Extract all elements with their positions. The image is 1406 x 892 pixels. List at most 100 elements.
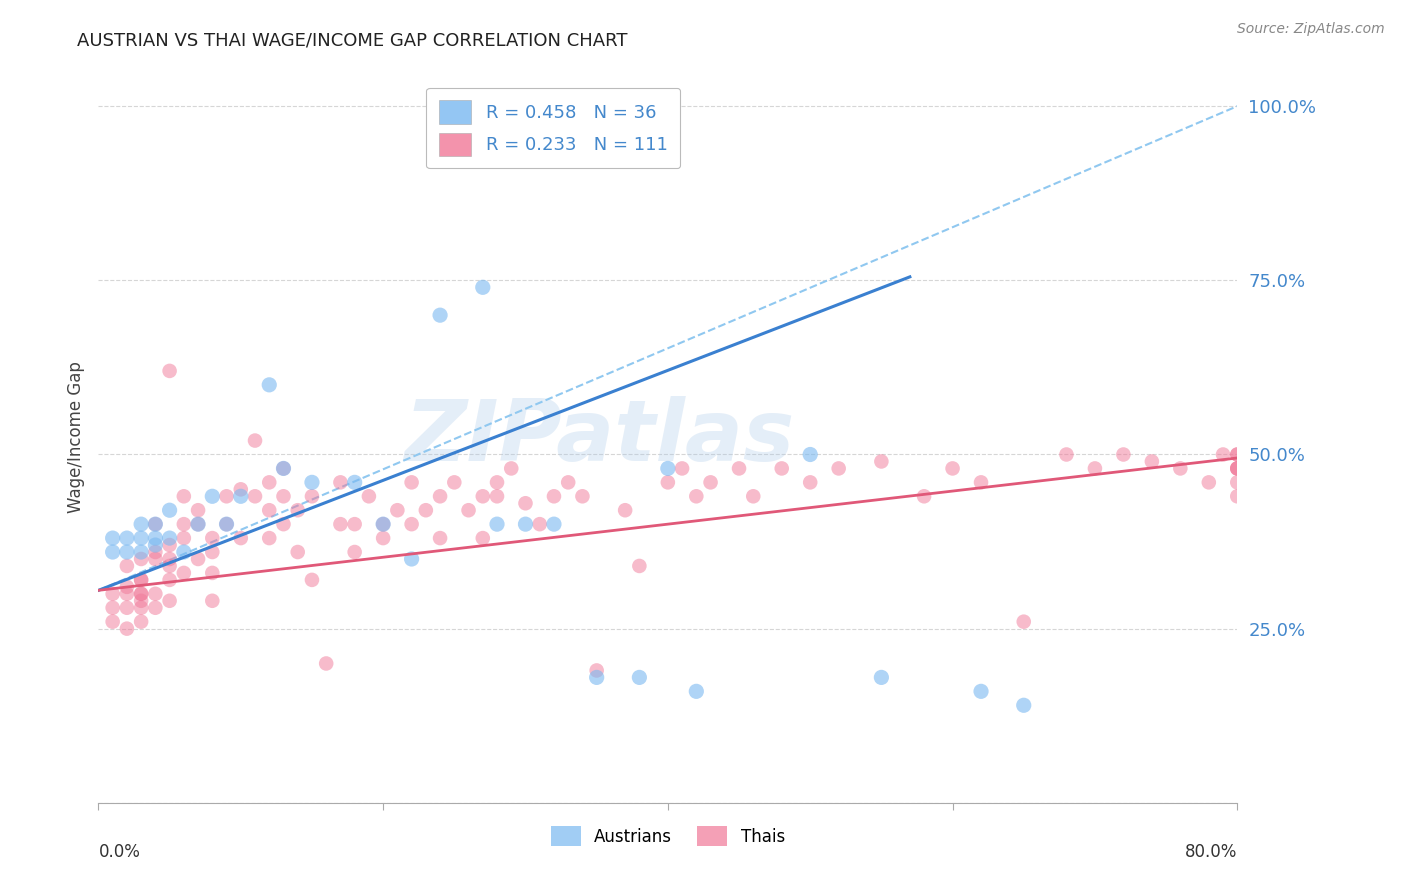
Point	[243, 489, 266, 503]
Point	[471, 489, 494, 503]
Point	[129, 594, 152, 608]
Point	[515, 496, 537, 510]
Point	[529, 517, 551, 532]
Point	[571, 489, 593, 503]
Point	[728, 461, 751, 475]
Point	[387, 503, 409, 517]
Point	[329, 475, 352, 490]
Point	[215, 517, 238, 532]
Point	[215, 489, 238, 503]
Point	[201, 531, 224, 545]
Point	[415, 503, 437, 517]
Point	[259, 377, 281, 392]
Point	[187, 503, 209, 517]
Point	[1226, 461, 1249, 475]
Point	[1226, 461, 1249, 475]
Point	[159, 594, 181, 608]
Point	[401, 475, 423, 490]
Point	[173, 531, 195, 545]
Point	[1170, 461, 1192, 475]
Point	[173, 489, 195, 503]
Text: 0.0%: 0.0%	[98, 843, 141, 861]
Point	[145, 552, 167, 566]
Point	[742, 489, 765, 503]
Point	[129, 545, 152, 559]
Point	[115, 545, 138, 559]
Point	[942, 461, 965, 475]
Point	[229, 531, 252, 545]
Legend: Austrians, Thais: Austrians, Thais	[544, 820, 792, 853]
Point	[912, 489, 935, 503]
Point	[173, 545, 195, 559]
Point	[515, 517, 537, 532]
Text: ZIPatlas: ZIPatlas	[405, 395, 794, 479]
Point	[159, 573, 181, 587]
Point	[145, 545, 167, 559]
Point	[201, 566, 224, 580]
Point	[273, 489, 295, 503]
Point	[301, 573, 323, 587]
Point	[457, 503, 479, 517]
Point	[373, 531, 395, 545]
Point	[115, 622, 138, 636]
Point	[443, 475, 465, 490]
Point	[101, 600, 124, 615]
Point	[145, 517, 167, 532]
Point	[543, 517, 565, 532]
Point	[429, 308, 451, 322]
Point	[1212, 448, 1234, 462]
Point	[486, 475, 509, 490]
Point	[145, 538, 167, 552]
Point	[329, 517, 352, 532]
Point	[115, 531, 138, 545]
Point	[159, 552, 181, 566]
Text: 80.0%: 80.0%	[1185, 843, 1237, 861]
Point	[159, 503, 181, 517]
Point	[585, 664, 607, 678]
Point	[301, 475, 323, 490]
Point	[543, 489, 565, 503]
Point	[129, 573, 152, 587]
Point	[657, 461, 679, 475]
Point	[657, 475, 679, 490]
Point	[557, 475, 579, 490]
Text: AUSTRIAN VS THAI WAGE/INCOME GAP CORRELATION CHART: AUSTRIAN VS THAI WAGE/INCOME GAP CORRELA…	[77, 31, 628, 49]
Point	[1012, 615, 1035, 629]
Point	[870, 670, 893, 684]
Point	[471, 280, 494, 294]
Point	[1198, 475, 1220, 490]
Point	[115, 580, 138, 594]
Point	[1112, 448, 1135, 462]
Point	[671, 461, 693, 475]
Point	[828, 461, 851, 475]
Point	[343, 517, 366, 532]
Point	[770, 461, 793, 475]
Point	[129, 600, 152, 615]
Point	[273, 517, 295, 532]
Point	[301, 489, 323, 503]
Point	[129, 531, 152, 545]
Point	[215, 517, 238, 532]
Point	[471, 531, 494, 545]
Point	[1084, 461, 1107, 475]
Point	[101, 531, 124, 545]
Point	[101, 545, 124, 559]
Point	[187, 517, 209, 532]
Point	[870, 454, 893, 468]
Point	[501, 461, 523, 475]
Point	[229, 483, 252, 497]
Y-axis label: Wage/Income Gap: Wage/Income Gap	[66, 361, 84, 513]
Point	[1226, 448, 1249, 462]
Point	[628, 670, 651, 684]
Point	[115, 600, 138, 615]
Point	[145, 517, 167, 532]
Point	[287, 503, 309, 517]
Point	[401, 552, 423, 566]
Point	[259, 475, 281, 490]
Point	[273, 461, 295, 475]
Point	[970, 475, 993, 490]
Point	[585, 670, 607, 684]
Point	[1226, 448, 1249, 462]
Point	[115, 587, 138, 601]
Point	[343, 475, 366, 490]
